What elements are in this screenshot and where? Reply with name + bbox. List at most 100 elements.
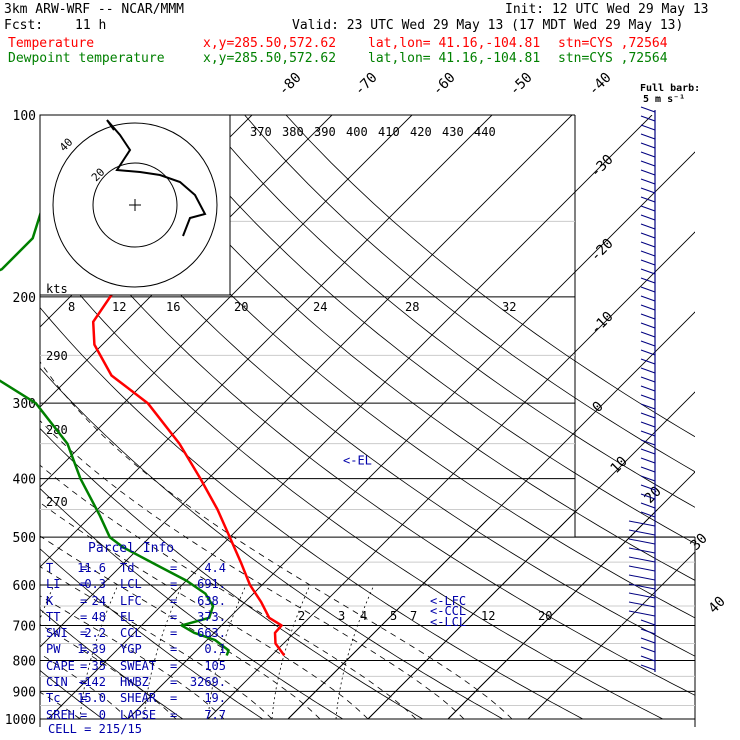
pressure-tick-label: 100 — [13, 109, 36, 124]
mixing-ratio-top-label: 12 — [112, 300, 126, 314]
wind-barb — [640, 169, 656, 176]
parcel-value-right: 691. — [197, 577, 226, 592]
wind-barb — [640, 358, 656, 365]
mixing-ratio-top-label: 8 — [68, 300, 75, 314]
parcel-row: CIN -142 HWBZ 3269. = = — [46, 674, 236, 690]
wind-barb — [640, 349, 656, 356]
level-marker: <-CCL — [430, 604, 466, 618]
parcel-value-left: 48 — [91, 609, 106, 624]
wind-barb — [640, 628, 656, 635]
parcel-value-right: 373. — [197, 609, 226, 624]
wind-barb — [640, 115, 656, 122]
wind-barb — [640, 250, 656, 257]
pressure-tick-label: 900 — [13, 685, 36, 700]
wind-barb — [640, 466, 656, 473]
isotherm — [40, 115, 573, 648]
dewpoint-xy: x,y=285.50,572.62 — [203, 51, 337, 66]
isotherm — [40, 115, 493, 568]
temperature-stn: stn=CYS ,72564 — [558, 36, 668, 51]
wind-barb — [640, 205, 656, 212]
equals-sign: = — [170, 658, 178, 673]
pressure-tick-label: 700 — [13, 619, 36, 634]
equals-sign: = — [80, 561, 88, 575]
barb-legend-line1: Full barb: — [640, 83, 701, 94]
parcel-value-left: -142 — [77, 675, 106, 690]
wind-barb — [640, 259, 656, 266]
parcel-label-right: Td — [120, 561, 135, 575]
wind-barb — [640, 196, 656, 203]
dry-adiabat — [40, 487, 344, 720]
wind-barb — [640, 376, 656, 383]
hodograph-units: kts — [46, 282, 68, 296]
pressure-tick-label: 200 — [13, 291, 36, 306]
dry-adiabat-label: 290 — [46, 349, 68, 363]
wind-barb — [640, 394, 656, 401]
wind-barb — [640, 340, 656, 347]
wind-barb — [640, 646, 656, 653]
equals-sign: = — [170, 675, 178, 690]
parcel-value-right: 19. — [204, 691, 226, 706]
wind-barb — [640, 178, 656, 185]
dewpoint-latlon: lat,lon= 41.16,-104.81 — [368, 51, 541, 66]
parcel-info-title: Parcel Info — [88, 541, 175, 556]
dry-adiabat — [285, 115, 695, 438]
parcel-label-left: CIN — [46, 675, 68, 690]
parcel-value-left: 1.39 — [77, 642, 106, 657]
isotherm-label: -10 — [588, 309, 617, 338]
wind-barb — [640, 223, 656, 230]
equals-sign: = — [170, 593, 178, 608]
parcel-row: LI -0.3 LCL 691. = = — [46, 576, 236, 592]
wind-barb — [640, 619, 656, 626]
dry-adiabat — [40, 306, 583, 720]
wind-barb — [640, 106, 656, 113]
wind-barb — [640, 187, 656, 194]
mixing-ratio-line — [271, 584, 311, 720]
mixing-ratio-low-label: 4 — [360, 609, 367, 623]
parcel-label-left: TT — [46, 609, 61, 624]
temperature-legend-label: Temperature — [8, 36, 95, 51]
parcel-row: K 24 LFC 638. = = — [46, 593, 236, 609]
grid-layer — [39, 114, 696, 727]
level-marker: <-LFC — [430, 594, 466, 608]
hodograph-trace — [106, 119, 207, 237]
wind-barb — [640, 448, 656, 455]
parcel-label-left: CAPE — [46, 658, 75, 673]
mixing-ratio-line — [79, 584, 119, 720]
isotherm-label: 40 — [706, 594, 729, 617]
wind-barb — [628, 592, 656, 599]
parcel-value-right: 0.1 — [204, 642, 226, 657]
dry-adiabat — [119, 115, 695, 581]
isotherm-label: -70 — [352, 70, 381, 99]
isotherm — [127, 151, 695, 720]
equals-sign: = — [80, 707, 88, 722]
parcel-label-left: K — [46, 593, 54, 608]
mixing-ratio-low-label: 7 — [410, 609, 417, 623]
mixing-ratio-low-label: 12 — [481, 609, 495, 623]
wind-barb — [640, 367, 656, 374]
parcel-label-right: SWEAT — [120, 658, 157, 673]
theta-label: 400 — [346, 125, 368, 139]
mixing-ratio-top-label: 16 — [166, 300, 180, 314]
barb-legend-line2: 5 m s⁻¹ — [643, 94, 686, 105]
dry-adiabat — [40, 669, 104, 720]
wind-barb — [640, 286, 656, 293]
equals-sign: = — [170, 642, 178, 657]
parcel-label-right: YGP — [120, 642, 142, 657]
theta-label: 390 — [314, 125, 336, 139]
wind-barb — [640, 241, 656, 248]
parcel-value-right: 105 — [204, 658, 226, 673]
dewpoint-legend-label: Dewpoint temperature — [8, 51, 165, 66]
isotherm-ext — [367, 509, 578, 720]
parcel-label-right: LFC — [120, 593, 142, 608]
wind-barb — [628, 565, 656, 572]
wind-barb — [628, 520, 656, 527]
equals-sign: = — [170, 609, 178, 624]
wind-barb — [640, 277, 656, 284]
forecast-hour: 11 h — [75, 18, 107, 33]
dry-adiabat — [40, 608, 184, 720]
dewpoint-trace — [0, 114, 230, 656]
wind-barb — [640, 511, 656, 518]
wind-barb — [628, 538, 656, 545]
parcel-label-right: SHEAR — [120, 691, 157, 706]
wind-barb — [640, 412, 656, 419]
